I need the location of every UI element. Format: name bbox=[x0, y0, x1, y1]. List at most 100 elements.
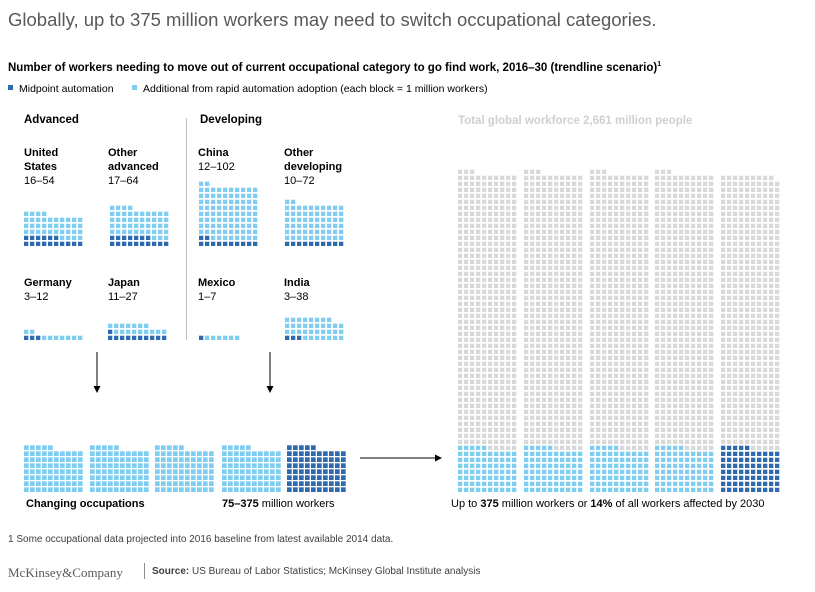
changing-panel-3-rapid-block bbox=[246, 451, 251, 456]
global-workforce-block bbox=[655, 403, 660, 408]
global-workforce-block bbox=[590, 205, 595, 210]
global-workforce-block bbox=[614, 433, 619, 438]
global-workforce-block bbox=[482, 433, 487, 438]
global-workforce-block bbox=[626, 319, 631, 324]
global-workforce-block bbox=[578, 283, 583, 288]
global-workforce-block bbox=[590, 235, 595, 240]
global-workforce-block bbox=[745, 331, 750, 336]
global-workforce-block bbox=[608, 289, 613, 294]
changing-panel-1-rapid-block bbox=[108, 481, 113, 486]
global-workforce-block bbox=[697, 403, 702, 408]
global-affected-block bbox=[745, 475, 750, 480]
global-workforce-block bbox=[554, 229, 559, 234]
global-workforce-block bbox=[638, 379, 643, 384]
global-workforce-block bbox=[596, 421, 601, 426]
changing-panel-0-rapid-block bbox=[66, 451, 71, 456]
global-workforce-block bbox=[632, 241, 637, 246]
global-workforce-block bbox=[745, 229, 750, 234]
changing-panel-4-midpoint-block bbox=[299, 451, 304, 456]
changing-panel-3-rapid-block bbox=[228, 481, 233, 486]
global-workforce-block bbox=[739, 355, 744, 360]
country-1-0-rapid-block bbox=[211, 199, 216, 204]
global-workforce-block bbox=[733, 343, 738, 348]
global-workforce-block bbox=[548, 217, 553, 222]
changing-panel-3-rapid-block bbox=[234, 469, 239, 474]
global-workforce-block bbox=[542, 211, 547, 216]
global-workforce-block bbox=[655, 349, 660, 354]
global-workforce-block bbox=[679, 247, 684, 252]
global-workforce-block bbox=[608, 379, 613, 384]
global-workforce-block bbox=[530, 253, 535, 258]
global-workforce-block bbox=[530, 175, 535, 180]
global-workforce-block bbox=[560, 367, 565, 372]
global-workforce-block bbox=[464, 361, 469, 366]
global-workforce-block bbox=[542, 439, 547, 444]
global-workforce-block bbox=[733, 439, 738, 444]
global-workforce-block bbox=[632, 439, 637, 444]
global-workforce-block bbox=[763, 229, 768, 234]
global-workforce-block bbox=[614, 319, 619, 324]
global-workforce-block bbox=[476, 265, 481, 270]
global-workforce-block bbox=[733, 427, 738, 432]
global-affected-block bbox=[572, 469, 577, 474]
global-workforce-block bbox=[727, 373, 732, 378]
global-workforce-block bbox=[751, 277, 756, 282]
changing-panel-1-rapid-block bbox=[96, 451, 101, 456]
global-workforce-block bbox=[757, 217, 762, 222]
global-workforce-block bbox=[578, 439, 583, 444]
country-1-2-rapid-block bbox=[217, 335, 222, 340]
global-workforce-block bbox=[703, 415, 708, 420]
global-workforce-block bbox=[554, 199, 559, 204]
global-workforce-block bbox=[638, 211, 643, 216]
global-workforce-block bbox=[667, 211, 672, 216]
global-workforce-block bbox=[590, 199, 595, 204]
global-workforce-block bbox=[482, 187, 487, 192]
global-workforce-block bbox=[578, 319, 583, 324]
global-workforce-block bbox=[530, 199, 535, 204]
global-workforce-block bbox=[697, 247, 702, 252]
global-workforce-block bbox=[661, 415, 666, 420]
global-workforce-block bbox=[530, 271, 535, 276]
global-affected-block bbox=[470, 487, 475, 492]
global-workforce-block bbox=[751, 433, 756, 438]
global-workforce-block bbox=[661, 331, 666, 336]
global-workforce-block bbox=[614, 439, 619, 444]
global-affected-block bbox=[470, 475, 475, 480]
global-affected-block bbox=[727, 463, 732, 468]
global-workforce-block bbox=[667, 307, 672, 312]
country-0-1-rapid-block bbox=[146, 229, 151, 234]
global-workforce-block bbox=[608, 343, 613, 348]
global-workforce-block bbox=[620, 283, 625, 288]
country-1-0-rapid-block bbox=[199, 199, 204, 204]
global-workforce-block bbox=[548, 325, 553, 330]
global-workforce-block bbox=[500, 187, 505, 192]
global-workforce-block bbox=[536, 319, 541, 324]
global-workforce-block bbox=[775, 283, 780, 288]
changing-panel-0-rapid-block bbox=[54, 481, 59, 486]
country-0-3-rapid-block bbox=[144, 329, 149, 334]
country-0-3-midpoint-block bbox=[108, 335, 113, 340]
global-workforce-block bbox=[566, 343, 571, 348]
global-workforce-block bbox=[500, 259, 505, 264]
global-workforce-block bbox=[691, 199, 696, 204]
global-workforce-block bbox=[488, 259, 493, 264]
changing-panel-1-rapid-block bbox=[96, 445, 101, 450]
changing-panel-0-rapid-block bbox=[42, 487, 47, 492]
global-workforce-block bbox=[506, 301, 511, 306]
global-workforce-block bbox=[536, 235, 541, 240]
global-workforce-block bbox=[578, 235, 583, 240]
global-workforce-block bbox=[685, 181, 690, 186]
global-workforce-block bbox=[626, 397, 631, 402]
changing-panel-4-midpoint-block bbox=[329, 457, 334, 462]
global-affected-block bbox=[769, 481, 774, 486]
country-1-1-rapid-block bbox=[309, 217, 314, 222]
global-workforce-block bbox=[578, 265, 583, 270]
global-workforce-block bbox=[566, 379, 571, 384]
global-workforce-block bbox=[757, 343, 762, 348]
global-workforce-block bbox=[685, 361, 690, 366]
country-0-0-rapid-block bbox=[36, 211, 41, 216]
changing-panel-3-rapid-block bbox=[264, 469, 269, 474]
global-workforce-block bbox=[721, 229, 726, 234]
country-1-0-rapid-block bbox=[223, 211, 228, 216]
global-affected-block bbox=[578, 457, 583, 462]
